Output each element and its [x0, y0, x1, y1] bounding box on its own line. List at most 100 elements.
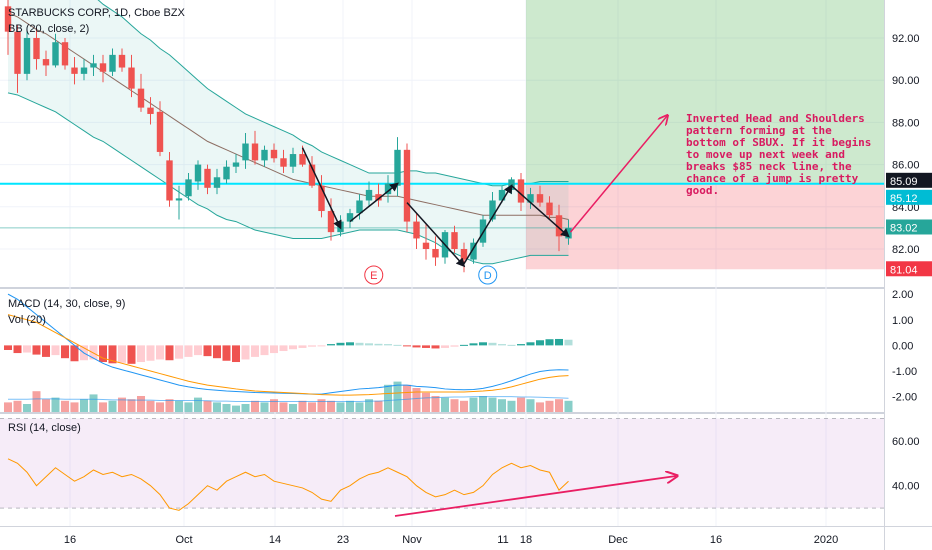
candle-body[interactable] [299, 154, 306, 165]
volume-bar[interactable] [184, 402, 193, 412]
volume-bar[interactable] [355, 402, 364, 412]
volume-bar[interactable] [346, 400, 354, 412]
candle-body[interactable] [223, 166, 230, 180]
candle-body[interactable] [166, 160, 173, 201]
time-axis-tick[interactable]: Dec [608, 534, 628, 546]
macd-histogram-bar[interactable] [460, 344, 468, 346]
candle-body[interactable] [232, 162, 240, 167]
volume-bar[interactable] [42, 399, 50, 412]
macd-histogram-bar[interactable] [469, 343, 478, 346]
candle-body[interactable] [147, 107, 154, 114]
macd-histogram-bar[interactable] [298, 345, 307, 348]
volume-bar[interactable] [564, 400, 573, 412]
candle-body[interactable] [52, 42, 59, 66]
candle-body[interactable] [99, 63, 107, 72]
volume-bar[interactable] [460, 400, 468, 412]
volume-bar[interactable] [213, 402, 221, 412]
volume-bar[interactable] [507, 400, 516, 412]
price-axis-tick[interactable]: 86.00 [892, 160, 920, 172]
candle-body[interactable] [536, 194, 544, 203]
price-axis-tick[interactable]: 90.00 [892, 75, 920, 87]
pattern-arrow[interactable] [406, 202, 466, 268]
candle-body[interactable] [137, 88, 145, 108]
volume-bar[interactable] [336, 402, 345, 412]
volume-bar[interactable] [536, 402, 544, 412]
macd-histogram-bar[interactable] [536, 340, 544, 346]
macd-histogram-bar[interactable] [184, 345, 193, 357]
volume-bar[interactable] [431, 396, 440, 412]
macd-line[interactable] [7, 293, 569, 395]
price-tag-box[interactable] [886, 261, 932, 277]
volume-bar[interactable] [526, 399, 535, 412]
rsi-line[interactable] [7, 458, 569, 511]
price-axis-tick[interactable]: 88.00 [892, 117, 920, 129]
candle-body[interactable] [356, 200, 363, 214]
macd-histogram-bar[interactable] [213, 345, 221, 359]
volume-bar[interactable] [403, 384, 411, 412]
volume-ma-line[interactable] [8, 396, 569, 402]
macd-histogram-bar[interactable] [279, 345, 288, 352]
macd-histogram-bar[interactable] [374, 343, 383, 346]
volume-bar[interactable] [517, 397, 525, 412]
candle-body[interactable] [42, 59, 50, 66]
volume-bar[interactable] [232, 405, 240, 412]
annotation-note[interactable]: Inverted Head and Shoulders pattern formi… [686, 112, 871, 197]
candle-body[interactable] [375, 194, 382, 201]
candle-body[interactable] [175, 198, 183, 201]
volume-bar[interactable] [203, 400, 212, 412]
volume-bar[interactable] [80, 399, 88, 412]
price-tag-box[interactable] [886, 172, 932, 188]
candle-body[interactable] [71, 67, 78, 74]
macd-histogram-bar[interactable] [403, 345, 411, 347]
candle-body[interactable] [422, 242, 430, 250]
pattern-arrow[interactable] [463, 184, 513, 265]
candle-body[interactable] [14, 31, 21, 74]
candle-body[interactable] [517, 179, 525, 203]
macd-histogram-bar[interactable] [308, 345, 316, 347]
candle-body[interactable] [156, 111, 164, 152]
macd-axis-tick[interactable]: 2.00 [892, 289, 913, 301]
macd-histogram-bar[interactable] [146, 345, 155, 361]
macd-signal-line[interactable] [7, 314, 569, 396]
volume-bar[interactable] [545, 400, 554, 412]
volume-bar[interactable] [194, 397, 202, 412]
volume-bar[interactable] [260, 402, 269, 412]
profit-target-zone[interactable] [526, 0, 884, 184]
volume-bar[interactable] [279, 402, 288, 412]
volume-bar[interactable] [555, 399, 563, 412]
candle-body[interactable] [403, 149, 411, 222]
candle-body[interactable] [498, 189, 506, 201]
volume-bar[interactable] [89, 394, 98, 412]
volume-bar[interactable] [99, 402, 107, 412]
macd-histogram-bar[interactable] [365, 343, 373, 346]
time-axis-tick[interactable]: 2020 [814, 534, 838, 546]
macd-histogram-bar[interactable] [260, 345, 269, 356]
macd-histogram-bar[interactable] [165, 345, 174, 361]
volume-bar[interactable] [488, 397, 497, 412]
candle-body[interactable] [213, 177, 221, 188]
macd-histogram-bar[interactable] [346, 342, 354, 346]
time-axis-tick[interactable]: Nov [402, 534, 422, 546]
macd-histogram-bar[interactable] [270, 345, 278, 354]
price-axis-tick[interactable]: 82.00 [892, 244, 920, 256]
volume-bar[interactable] [479, 396, 487, 412]
price-tag-box[interactable] [886, 189, 932, 205]
macd-histogram-bar[interactable] [118, 345, 126, 363]
symbol-label[interactable]: STARBUCKS CORP, 1D, Cboe BZX [8, 7, 186, 19]
volume-bar[interactable] [441, 397, 449, 412]
volume-bar[interactable] [422, 392, 430, 412]
macd-histogram-bar[interactable] [23, 345, 31, 353]
time-axis-tick[interactable]: 23 [337, 534, 349, 546]
macd-histogram-bar[interactable] [194, 345, 202, 356]
macd-axis-tick[interactable]: -1.00 [892, 366, 917, 378]
volume-bar[interactable] [118, 397, 126, 412]
macd-histogram-bar[interactable] [479, 342, 487, 346]
rsi-axis-tick[interactable]: 60.00 [892, 436, 920, 448]
macd-histogram-bar[interactable] [384, 344, 392, 346]
pattern-arrow[interactable] [511, 185, 570, 238]
candle-body[interactable] [432, 249, 439, 258]
candle-body[interactable] [318, 185, 325, 212]
macd-histogram-bar[interactable] [355, 342, 364, 346]
macd-histogram-bar[interactable] [232, 345, 240, 363]
